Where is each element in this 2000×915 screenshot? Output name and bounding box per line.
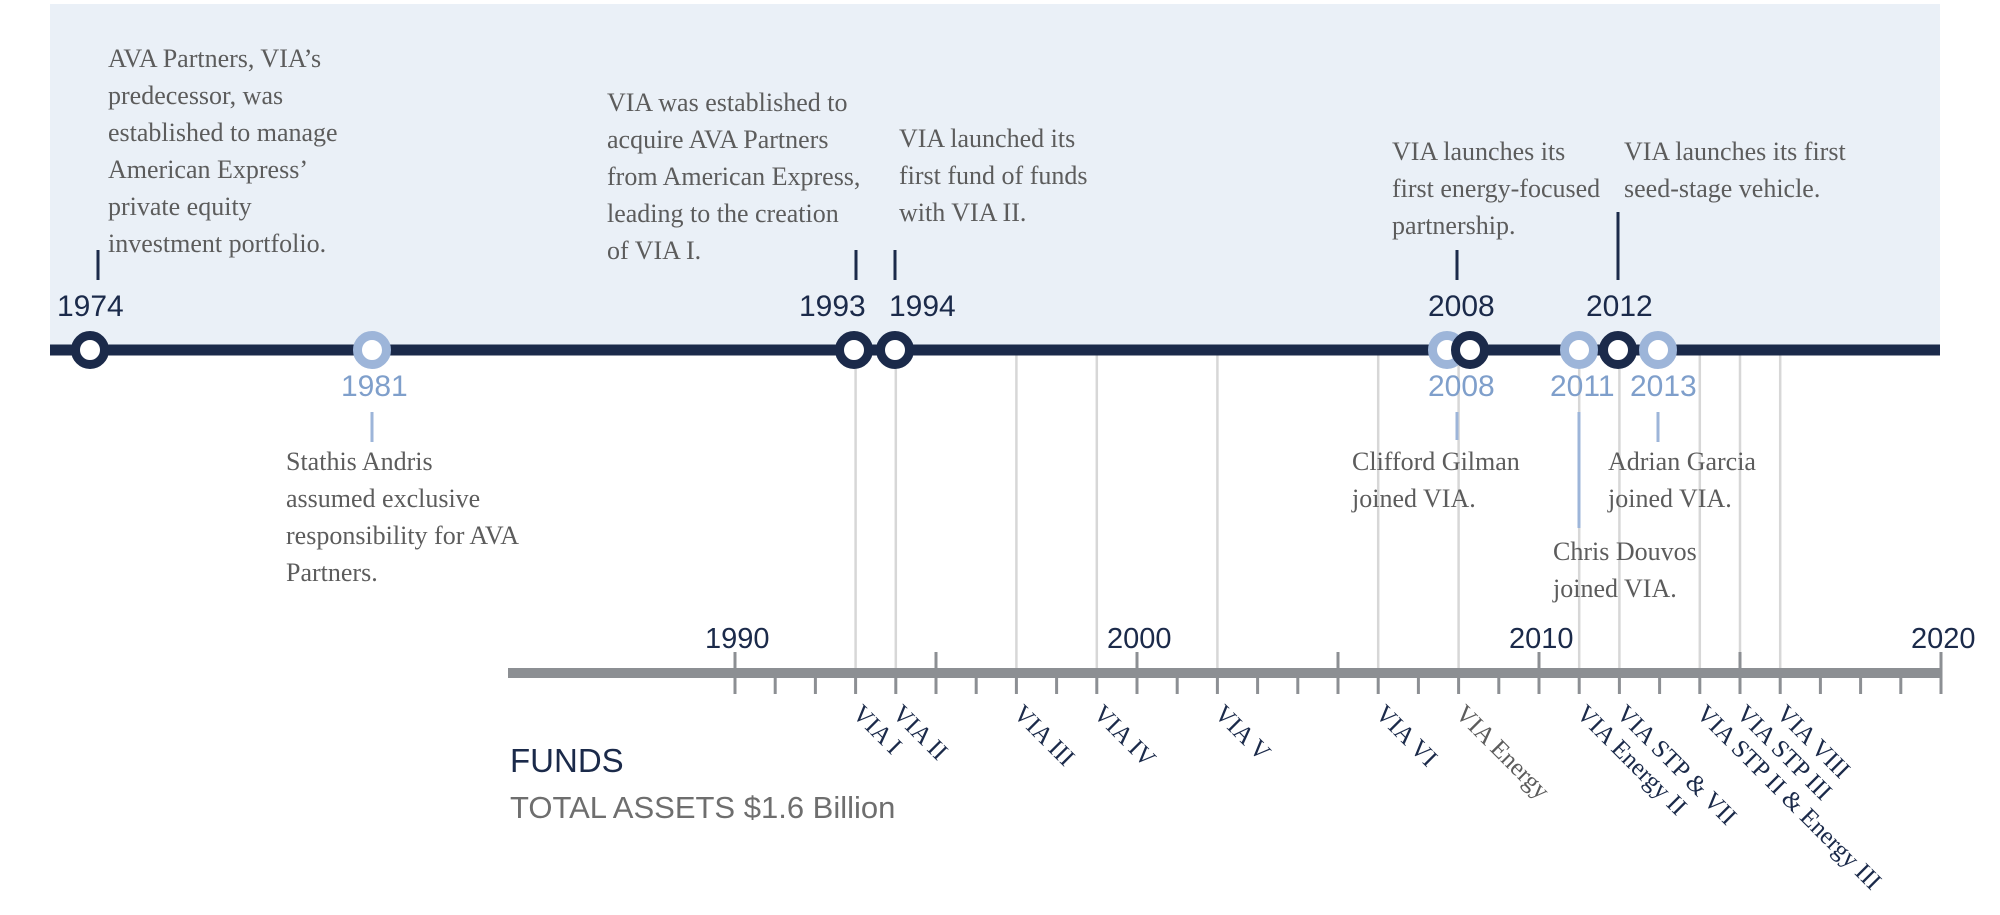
note-line: Adrian Garcia: [1608, 447, 1756, 476]
note-line: VIA launched its: [899, 124, 1076, 153]
note-line: from American Express,: [607, 162, 861, 191]
axis-label-1990: 1990: [705, 623, 770, 655]
axis-label-2010: 2010: [1509, 623, 1574, 655]
note-line: Stathis Andris: [286, 447, 433, 476]
axis-label-2000: 2000: [1107, 623, 1172, 655]
event-note-1974: AVA Partners, VIA’s predecessor, was est…: [108, 40, 338, 262]
top-year-1974: 1974: [57, 290, 124, 323]
bottom-year-2008: 2008: [1428, 370, 1495, 403]
note-line: AVA Partners, VIA’s: [108, 44, 322, 73]
top-year-2008: 2008: [1428, 290, 1495, 323]
note-line: joined VIA.: [1352, 484, 1476, 513]
total-assets-label: TOTAL ASSETS $1.6 Billion: [510, 790, 896, 825]
event-note-1993: VIA was established to acquire AVA Partn…: [607, 84, 860, 269]
note-line: Clifford Gilman: [1352, 447, 1520, 476]
note-line: Chris Douvos: [1553, 537, 1697, 566]
marker-2012: [1599, 331, 1637, 369]
event-note-1994: VIA launched its first fund of funds wit…: [899, 120, 1087, 231]
marker-1994: [876, 331, 914, 369]
note-line: assumed exclusive: [286, 484, 481, 513]
event-note-2012: VIA launches its first seed-stage vehicl…: [1624, 133, 1846, 207]
note-line: joined VIA.: [1608, 484, 1732, 513]
marker-2013: [1639, 331, 1677, 369]
bottom-year-2013: 2013: [1630, 370, 1697, 403]
note-line: first energy-focused: [1392, 174, 1601, 203]
marker-2011: [1560, 331, 1598, 369]
top-year-1994: 1994: [889, 290, 956, 323]
note-line: VIA launches its: [1392, 137, 1566, 166]
header-band: [50, 4, 1940, 350]
funds-heading: FUNDS: [510, 742, 624, 779]
note-line: established to manage: [108, 118, 338, 147]
top-year-1993: 1993: [799, 290, 866, 323]
note-line: joined VIA.: [1553, 574, 1677, 603]
note-line: with VIA II.: [899, 198, 1027, 227]
marker-1974: [71, 331, 109, 369]
event-note-2008-energy: VIA launches its first energy-focused pa…: [1392, 133, 1600, 244]
note-line: acquire AVA Partners: [607, 125, 829, 154]
event-note-2013: Adrian Garcia joined VIA.: [1608, 443, 1756, 517]
note-line: American Express’: [108, 155, 308, 184]
note-line: investment portfolio.: [108, 229, 327, 258]
top-year-2012: 2012: [1586, 290, 1653, 323]
event-note-2008-gilman: Clifford Gilman joined VIA.: [1352, 443, 1520, 517]
note-line: seed-stage vehicle.: [1624, 174, 1821, 203]
note-line: first fund of funds: [899, 161, 1088, 190]
note-line: partnership.: [1392, 211, 1516, 240]
marker-2008-energy: [1451, 331, 1489, 369]
note-line: of VIA I.: [607, 236, 702, 265]
note-line: VIA was established to: [607, 88, 848, 117]
note-line: Partners.: [286, 558, 378, 587]
note-line: private equity: [108, 192, 252, 221]
note-line: VIA launches its first: [1624, 137, 1846, 166]
event-note-1981: Stathis Andris assumed exclusive respons…: [286, 443, 519, 591]
note-line: predecessor, was: [108, 81, 284, 110]
marker-1993: [835, 331, 873, 369]
axis-label-2020: 2020: [1911, 623, 1976, 655]
marker-1981: [353, 331, 391, 369]
event-note-2011: Chris Douvos joined VIA.: [1553, 533, 1697, 607]
bottom-year-1981: 1981: [341, 370, 408, 403]
bottom-year-2011: 2011: [1550, 370, 1615, 403]
note-line: leading to the creation: [607, 199, 839, 228]
note-line: responsibility for AVA: [286, 521, 520, 550]
